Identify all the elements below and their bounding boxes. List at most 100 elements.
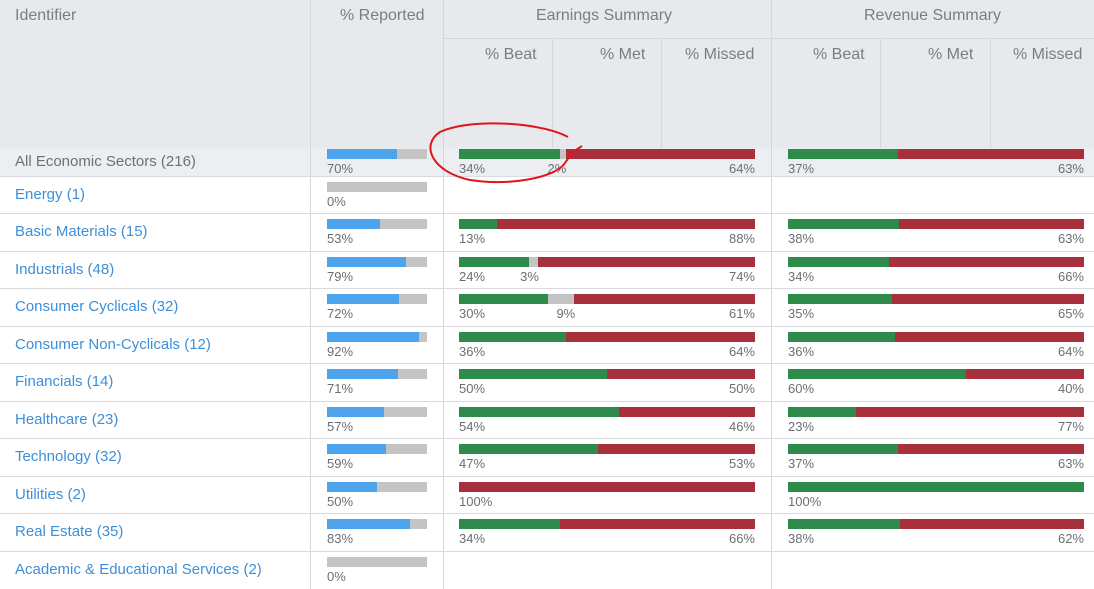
rev-missed-percent: 65% — [1057, 306, 1084, 321]
table-row: Consumer Non-Cyclicals (12) 92% 36% 64% 36% 6… — [0, 326, 1094, 364]
column-divider — [443, 402, 444, 439]
column-header-earnings-met[interactable]: % Met — [600, 46, 646, 63]
rev-missed-percent: 63% — [1057, 456, 1084, 471]
rev-beat-percent: 35% — [788, 306, 815, 321]
column-divider — [443, 148, 444, 176]
table-row: Energy (1) 0% — [0, 176, 1094, 214]
column-header-revenue-beat[interactable]: % Beat — [813, 46, 865, 63]
earn-bar — [459, 444, 755, 454]
reported-fill — [327, 257, 406, 267]
rev-beat-percent: 60% — [788, 381, 815, 396]
row-identifier-link[interactable]: Real Estate (35) — [15, 523, 124, 540]
reported-bar — [327, 182, 427, 192]
rev-beat-segment — [788, 294, 892, 304]
column-divider — [443, 289, 444, 327]
earn-beat-percent: 47% — [459, 456, 486, 471]
rev-beat-percent: 37% — [788, 456, 815, 471]
column-divider — [310, 214, 311, 252]
column-header-identifier[interactable]: Identifier — [15, 7, 77, 24]
reported-percent: 71% — [327, 381, 354, 396]
column-divider — [310, 148, 311, 176]
rev-missed-percent: 63% — [1057, 231, 1084, 246]
rev-missed-segment — [899, 219, 1084, 229]
row-identifier-link[interactable]: Industrials (48) — [15, 261, 115, 278]
reported-bar — [327, 482, 427, 492]
reported-remaining — [386, 444, 427, 454]
earn-beat-percent: 24% — [459, 269, 486, 284]
earn-beat-percent: 30% — [459, 306, 486, 321]
reported-remaining — [384, 407, 427, 417]
earn-beat-segment — [459, 257, 530, 267]
earn-bar — [459, 407, 755, 417]
reported-bar — [327, 149, 427, 159]
rev-beat-segment — [788, 519, 901, 529]
row-identifier-link[interactable]: Financials (14) — [15, 373, 114, 390]
rev-bar — [788, 369, 1084, 379]
earn-missed-segment — [574, 294, 755, 304]
header-divider — [880, 38, 881, 148]
column-divider — [310, 327, 311, 364]
earn-missed-percent: 64% — [728, 344, 755, 359]
rev-missed-segment — [891, 294, 1084, 304]
earn-missed-segment — [607, 369, 755, 379]
header-divider — [443, 0, 444, 148]
rev-missed-percent: 62% — [1057, 531, 1084, 546]
reported-remaining — [397, 149, 427, 159]
reported-percent: 92% — [327, 344, 354, 359]
earn-bar — [459, 257, 755, 267]
earn-beat-segment — [459, 219, 498, 229]
row-identifier-link[interactable]: Utilities (2) — [15, 486, 86, 503]
row-identifier-link[interactable]: Technology (32) — [15, 448, 122, 465]
table-row: Industrials (48) 79% 24% 3% 74% 34% 66% — [0, 251, 1094, 289]
column-header-revenue-met[interactable]: % Met — [928, 46, 974, 63]
earn-missed-percent: 50% — [728, 381, 755, 396]
row-identifier-link[interactable]: Academic & Educational Services (2) — [15, 561, 262, 578]
column-divider — [443, 514, 444, 552]
earn-missed-percent: 61% — [728, 306, 755, 321]
rev-missed-segment — [894, 332, 1084, 342]
earn-missed-percent: 66% — [728, 531, 755, 546]
reported-bar — [327, 369, 427, 379]
table-row: Academic & Educational Services (2) 0% — [0, 551, 1094, 589]
column-header-earnings-beat[interactable]: % Beat — [485, 46, 537, 63]
rev-bar — [788, 407, 1084, 417]
earn-beat-percent: 36% — [459, 344, 486, 359]
column-divider — [771, 514, 772, 552]
reported-bar — [327, 407, 427, 417]
column-header-reported[interactable]: % Reported — [340, 7, 425, 24]
earn-missed-segment — [598, 444, 755, 454]
rev-beat-percent: 38% — [788, 531, 815, 546]
earn-beat-percent: 13% — [459, 231, 486, 246]
row-identifier-link[interactable]: Basic Materials (15) — [15, 223, 148, 240]
earn-missed-percent: 64% — [728, 161, 755, 176]
reported-fill — [327, 407, 384, 417]
column-header-earnings-missed[interactable]: % Missed — [685, 46, 755, 63]
column-divider — [310, 364, 311, 402]
row-identifier-link[interactable]: Healthcare (23) — [15, 411, 119, 428]
column-divider — [310, 177, 311, 214]
column-divider — [443, 552, 444, 589]
rev-beat-segment — [788, 369, 966, 379]
earn-beat-percent: 34% — [459, 531, 486, 546]
reported-remaining — [327, 557, 427, 567]
column-divider — [443, 364, 444, 402]
row-identifier-link[interactable]: Consumer Non-Cyclicals (12) — [15, 336, 211, 353]
column-header-revenue-missed[interactable]: % Missed — [1013, 46, 1083, 63]
earn-met-percent: 9% — [556, 306, 576, 321]
reported-remaining — [419, 332, 427, 342]
reported-bar — [327, 444, 427, 454]
header-divider — [771, 0, 772, 148]
reported-remaining — [327, 182, 427, 192]
column-divider — [771, 552, 772, 589]
table-row: Real Estate (35) 83% 34% 66% 38% 62% — [0, 513, 1094, 552]
rev-missed-segment — [897, 149, 1084, 159]
reported-percent: 83% — [327, 531, 354, 546]
header-divider — [552, 38, 553, 148]
row-identifier-link[interactable]: Energy (1) — [15, 186, 86, 203]
column-divider — [310, 402, 311, 439]
column-divider — [443, 439, 444, 477]
row-identifier-link[interactable]: Consumer Cyclicals (32) — [15, 298, 179, 315]
earn-missed-segment — [565, 332, 755, 342]
earn-beat-segment — [459, 149, 560, 159]
earn-missed-percent: 74% — [728, 269, 755, 284]
